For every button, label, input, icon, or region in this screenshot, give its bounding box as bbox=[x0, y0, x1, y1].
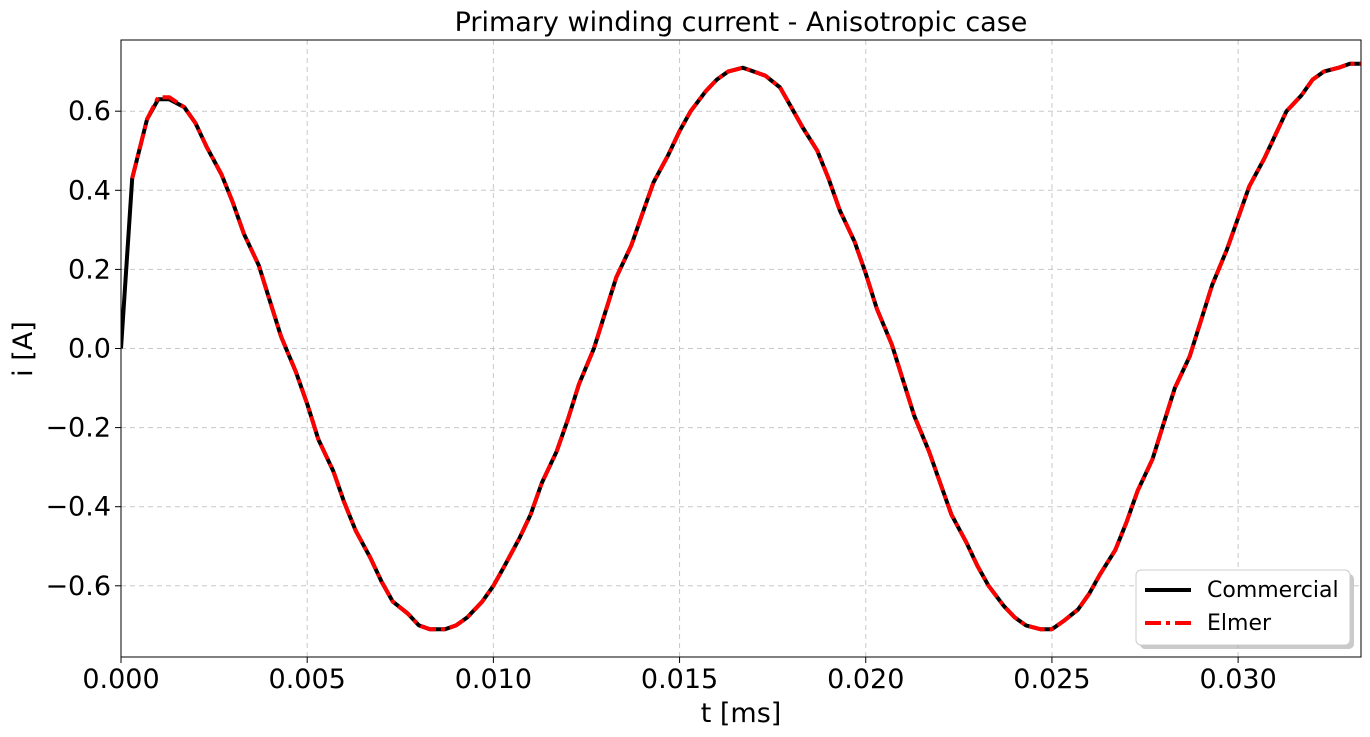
chart-title: Primary winding current - Anisotropic ca… bbox=[455, 7, 1028, 38]
y-tick-label: 0.4 bbox=[68, 175, 111, 206]
y-tick-label: 0.6 bbox=[68, 96, 111, 127]
grid bbox=[121, 40, 1361, 657]
x-tick-label: 0.025 bbox=[1013, 664, 1090, 695]
x-tick-label: 0.020 bbox=[827, 664, 904, 695]
y-tick-label: −0.6 bbox=[45, 571, 111, 602]
x-tick-label: 0.005 bbox=[269, 664, 346, 695]
series-line-commercial bbox=[121, 61, 1361, 632]
x-tick-label: 0.000 bbox=[82, 664, 159, 695]
x-tick-label: 0.015 bbox=[641, 664, 718, 695]
y-axis-label: i [A] bbox=[8, 321, 39, 377]
y-tick-label: 0.0 bbox=[68, 334, 111, 365]
x-tick-label: 0.010 bbox=[455, 664, 532, 695]
legend-label-elmer: Elmer bbox=[1207, 611, 1272, 636]
axes-frame bbox=[120, 39, 1362, 658]
tick-marks bbox=[115, 110, 1239, 663]
plot-area bbox=[121, 61, 1361, 632]
y-tick-label: 0.2 bbox=[68, 254, 111, 285]
series-line-elmer bbox=[130, 61, 1361, 632]
legend-label-commercial: Commercial bbox=[1207, 578, 1339, 603]
x-tick-label: 0.030 bbox=[1199, 664, 1276, 695]
legend: Commercial Elmer bbox=[1135, 569, 1354, 649]
x-axis-label: t [ms] bbox=[701, 698, 782, 729]
tick-labels: 0.000 0.005 0.010 0.015 0.020 0.025 0.030 −0.6 −… bbox=[45, 96, 1276, 695]
y-tick-label: −0.2 bbox=[45, 413, 111, 444]
y-tick-label: −0.4 bbox=[45, 492, 111, 523]
